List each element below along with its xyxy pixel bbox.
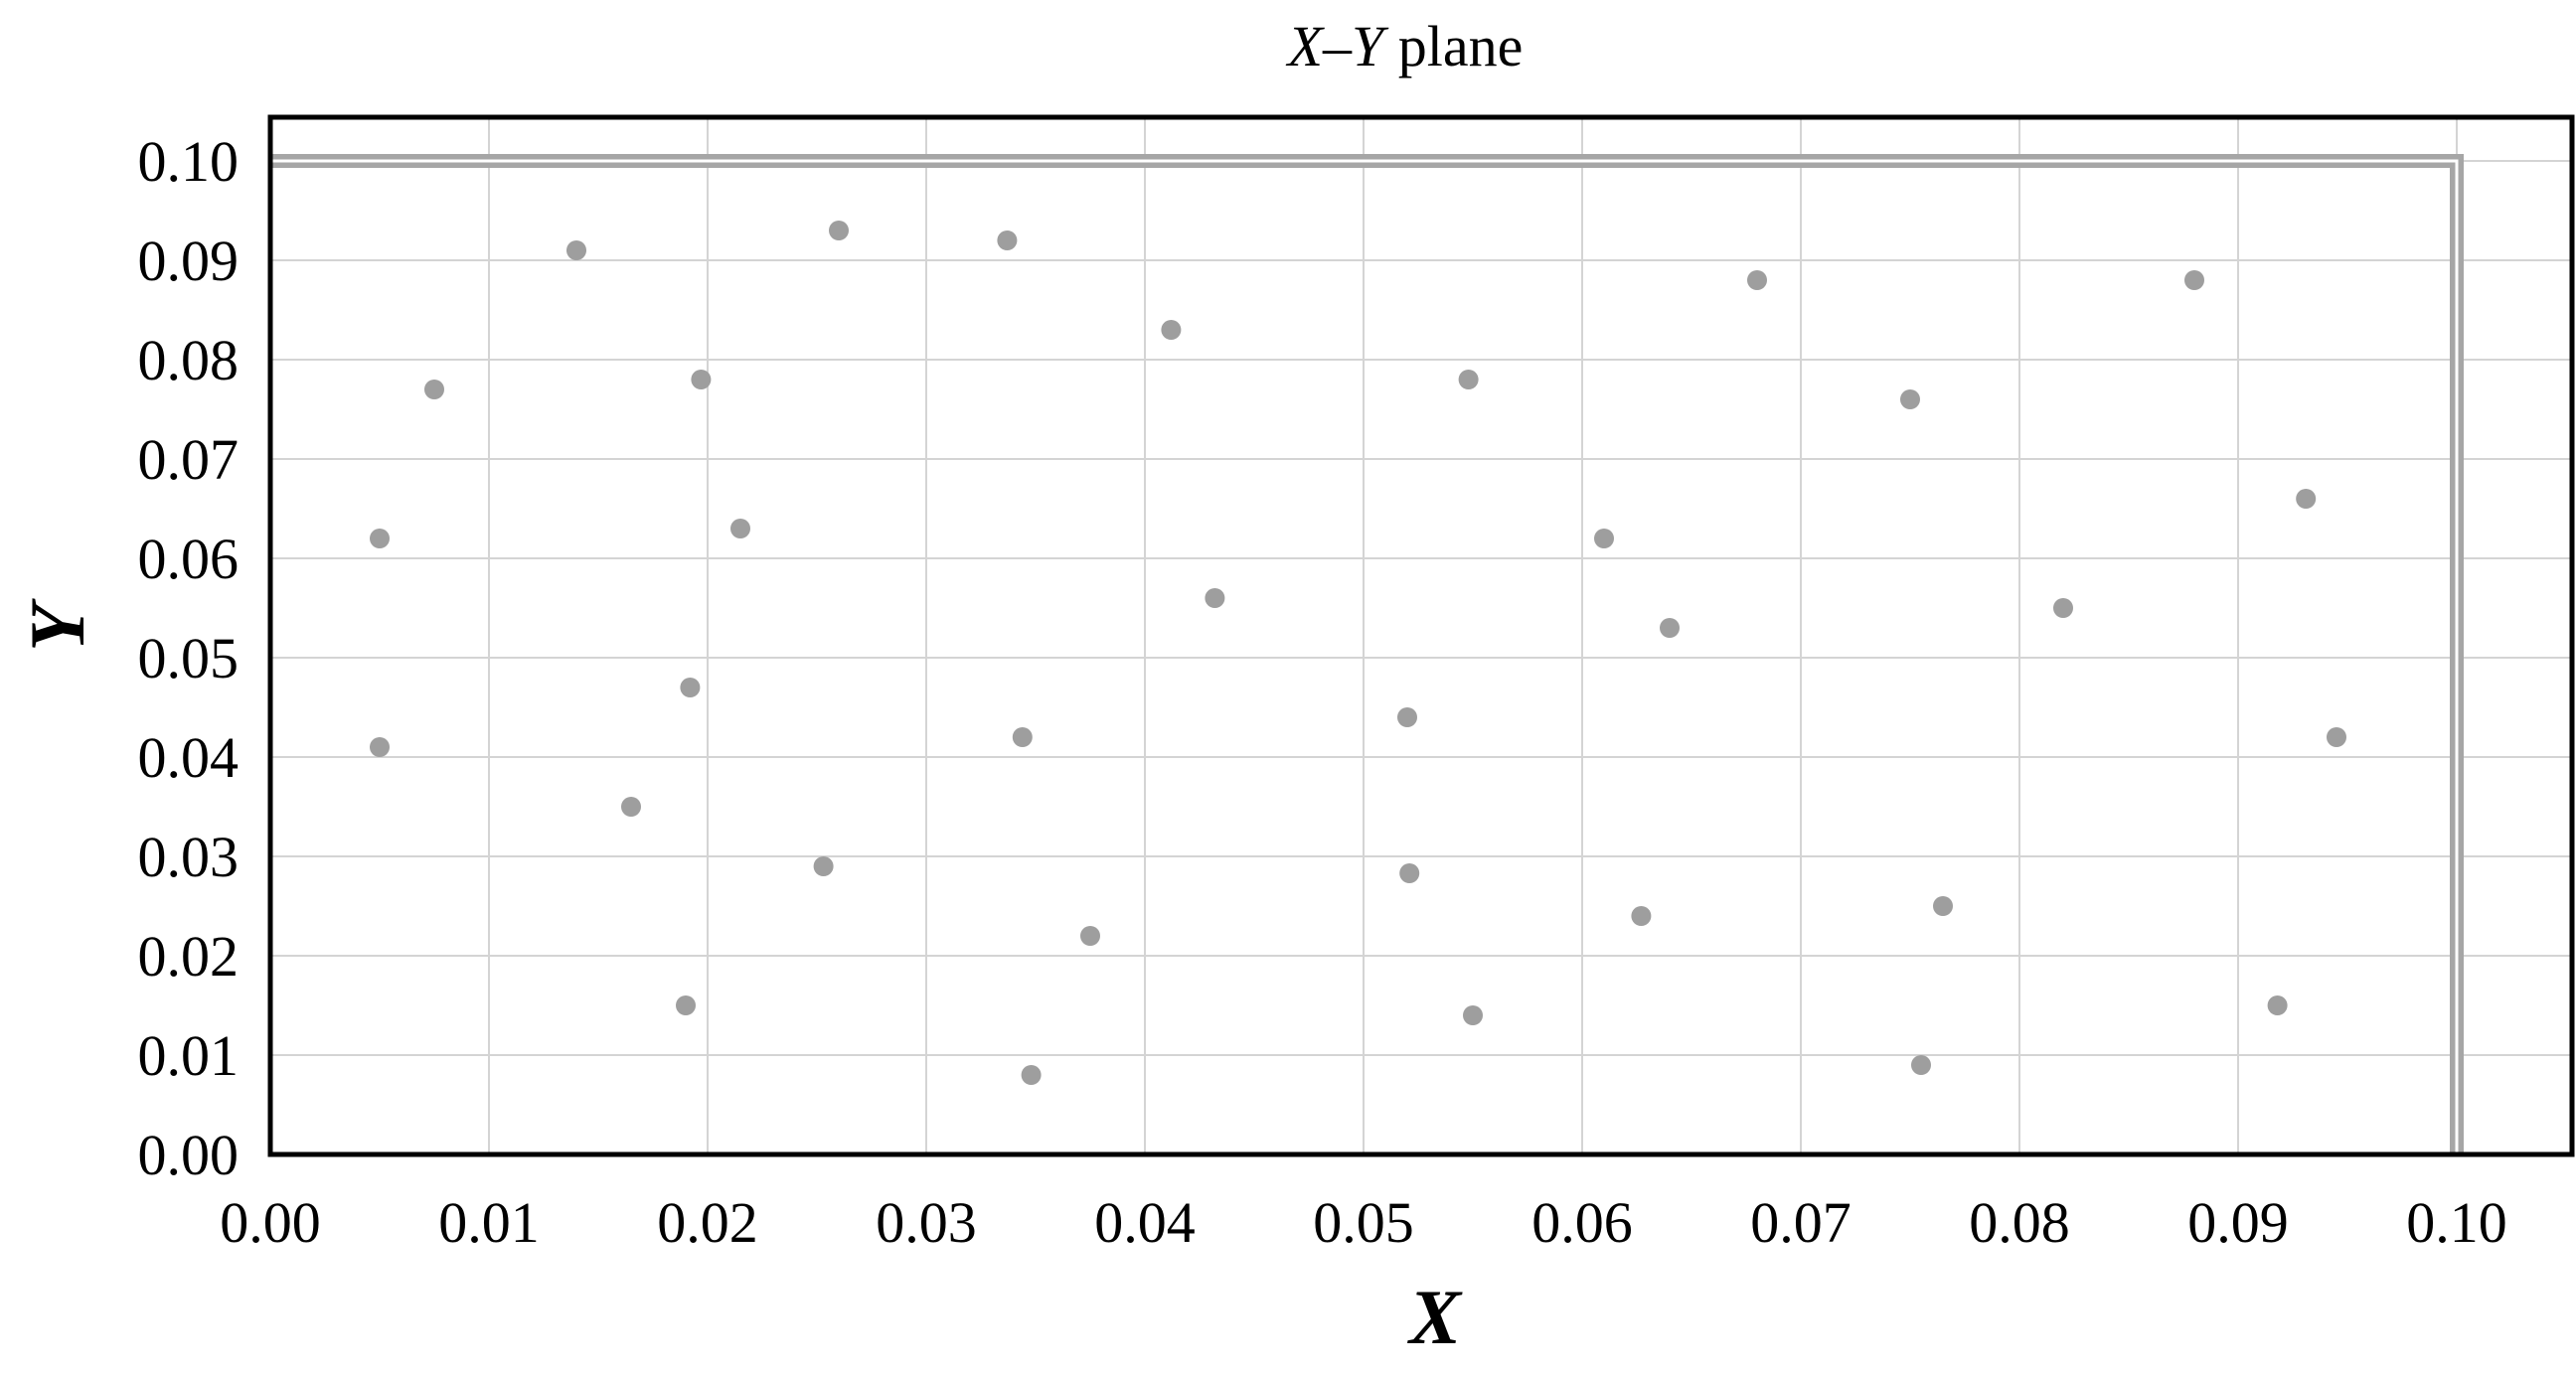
data-point [1021, 1065, 1042, 1085]
data-point [1900, 389, 1920, 409]
data-point [621, 797, 641, 817]
y-tick-label: 0.08 [138, 328, 240, 392]
data-point [370, 737, 390, 757]
y-tick-label: 0.07 [138, 427, 240, 492]
title-x-variable: X [1286, 14, 1326, 78]
x-tick-label: 0.00 [220, 1190, 321, 1255]
x-tick-label: 0.08 [1969, 1190, 2070, 1255]
data-point [2327, 727, 2346, 747]
y-tick-label: 0.02 [138, 924, 240, 989]
data-point [676, 995, 696, 1015]
data-point [1660, 618, 1680, 638]
data-point [1933, 896, 1953, 916]
data-point [1631, 906, 1652, 926]
title-plane-text: plane [1383, 14, 1523, 78]
data-point [813, 856, 834, 876]
data-point [370, 529, 390, 548]
x-tick-label: 0.09 [2187, 1190, 2289, 1255]
data-point [691, 370, 712, 389]
title-y-variable: Y [1352, 14, 1389, 78]
y-tick-label: 0.00 [138, 1123, 240, 1187]
data-point [730, 519, 750, 538]
y-tick-label: 0.06 [138, 527, 240, 591]
data-point [1458, 370, 1479, 389]
data-point [1205, 588, 1225, 608]
y-tick-label: 0.01 [138, 1023, 240, 1088]
y-tick-label: 0.09 [138, 229, 240, 293]
grid-lines [270, 117, 2572, 1154]
x-tick-label: 0.07 [1750, 1190, 1852, 1255]
data-point [997, 230, 1018, 250]
data-point [680, 678, 701, 697]
data-point [2184, 270, 2204, 290]
data-points [370, 221, 2346, 1085]
boundary-line [270, 154, 2464, 1154]
data-point [1397, 707, 1417, 727]
x-tick-label: 0.01 [438, 1190, 540, 1255]
y-axis-label: Y [14, 598, 100, 652]
x-tick-label: 0.06 [1531, 1190, 1633, 1255]
plot-frame [267, 114, 2575, 1157]
x-tick-label: 0.10 [2406, 1190, 2507, 1255]
data-point [1399, 863, 1420, 883]
boundary-line-gap [270, 159, 2459, 1154]
x-axis-label: X [1407, 1274, 1463, 1360]
y-tick-labels: 0.00 0.01 0.02 0.03 0.04 0.05 0.06 0.07 0.08 0.09… [138, 129, 240, 1187]
data-point [1012, 727, 1033, 747]
x-tick-label: 0.04 [1094, 1190, 1196, 1255]
data-point [2296, 489, 2317, 509]
x-tick-label: 0.03 [876, 1190, 977, 1255]
y-tick-label: 0.03 [138, 825, 240, 889]
data-point [1161, 320, 1182, 340]
data-point [1463, 1005, 1483, 1025]
x-tick-label: 0.05 [1313, 1190, 1414, 1255]
data-point [1911, 1055, 1931, 1075]
y-tick-label: 0.05 [138, 626, 240, 690]
data-point [2267, 995, 2288, 1015]
data-point [424, 380, 444, 399]
data-point [566, 240, 586, 260]
title-dash: – [1322, 14, 1353, 78]
data-point [2053, 598, 2073, 618]
y-tick-label: 0.04 [138, 725, 240, 790]
data-point [1080, 926, 1100, 946]
data-point [829, 221, 849, 240]
data-point [1747, 270, 1767, 290]
chart-title: X–Y plane [1286, 14, 1524, 78]
y-tick-label: 0.10 [138, 129, 240, 194]
data-point [1594, 529, 1614, 548]
x-tick-label: 0.02 [657, 1190, 758, 1255]
x-tick-labels: 0.00 0.01 0.02 0.03 0.04 0.05 0.06 0.07 0.08 0.09… [220, 1190, 2507, 1255]
